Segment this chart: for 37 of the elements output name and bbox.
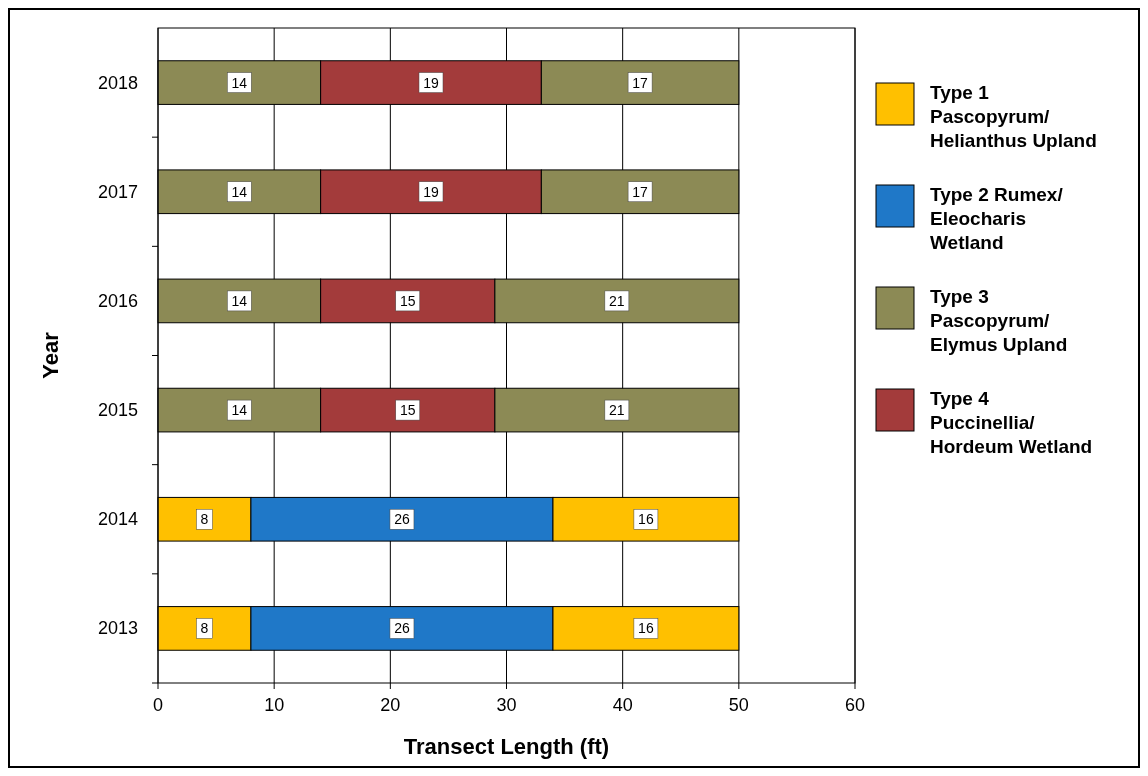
x-tick-label: 60 [844,695,866,715]
data-label: 21 [609,402,625,419]
legend-label: Type 3 Pascopyrum/ Elymus Upland [930,286,1068,355]
x-tick-label: 20 [380,695,401,715]
data-label: 15 [399,292,416,309]
data-label: 14 [231,402,248,419]
data-label: 17 [632,183,649,200]
y-tick-label: 2013 [97,618,138,639]
legend-label: Type 2 Rumex/ Eleocharis Wetland [930,184,1064,253]
data-label: 16 [638,620,654,637]
x-tick-label: 40 [612,695,633,715]
data-label: 19 [423,74,439,91]
y-tick-label: 2014 [97,509,138,530]
y-tick-label: 2017 [97,181,138,202]
x-axis-title: Transect Length (ft) [403,734,610,759]
legend-label: Type 1 Pascopyrum/ Helianthus Upland [930,82,1097,151]
data-label: 19 [423,183,439,200]
data-label: 15 [399,402,416,419]
data-label: 17 [632,74,649,91]
data-label: 14 [231,74,248,91]
data-label: 14 [231,183,248,200]
data-label: 26 [394,620,410,637]
x-tick-label: 30 [496,695,517,715]
x-tick-label: 0 [152,695,164,715]
y-tick-label: 2015 [97,400,138,421]
x-tick-label: 50 [728,695,749,715]
y-tick-label: 2018 [97,72,138,93]
y-axis-title: Year [38,331,63,379]
data-label: 26 [394,511,410,528]
data-label: 21 [609,292,625,309]
data-label: 8 [200,620,209,637]
legend-label: Type 4 Puccinellia/ Hordeum Wetland [930,388,1093,457]
y-tick-label: 2016 [97,290,138,311]
data-label: 8 [200,511,209,528]
x-tick-label: 10 [264,695,285,715]
data-label: 14 [231,292,248,309]
data-label: 16 [638,511,654,528]
